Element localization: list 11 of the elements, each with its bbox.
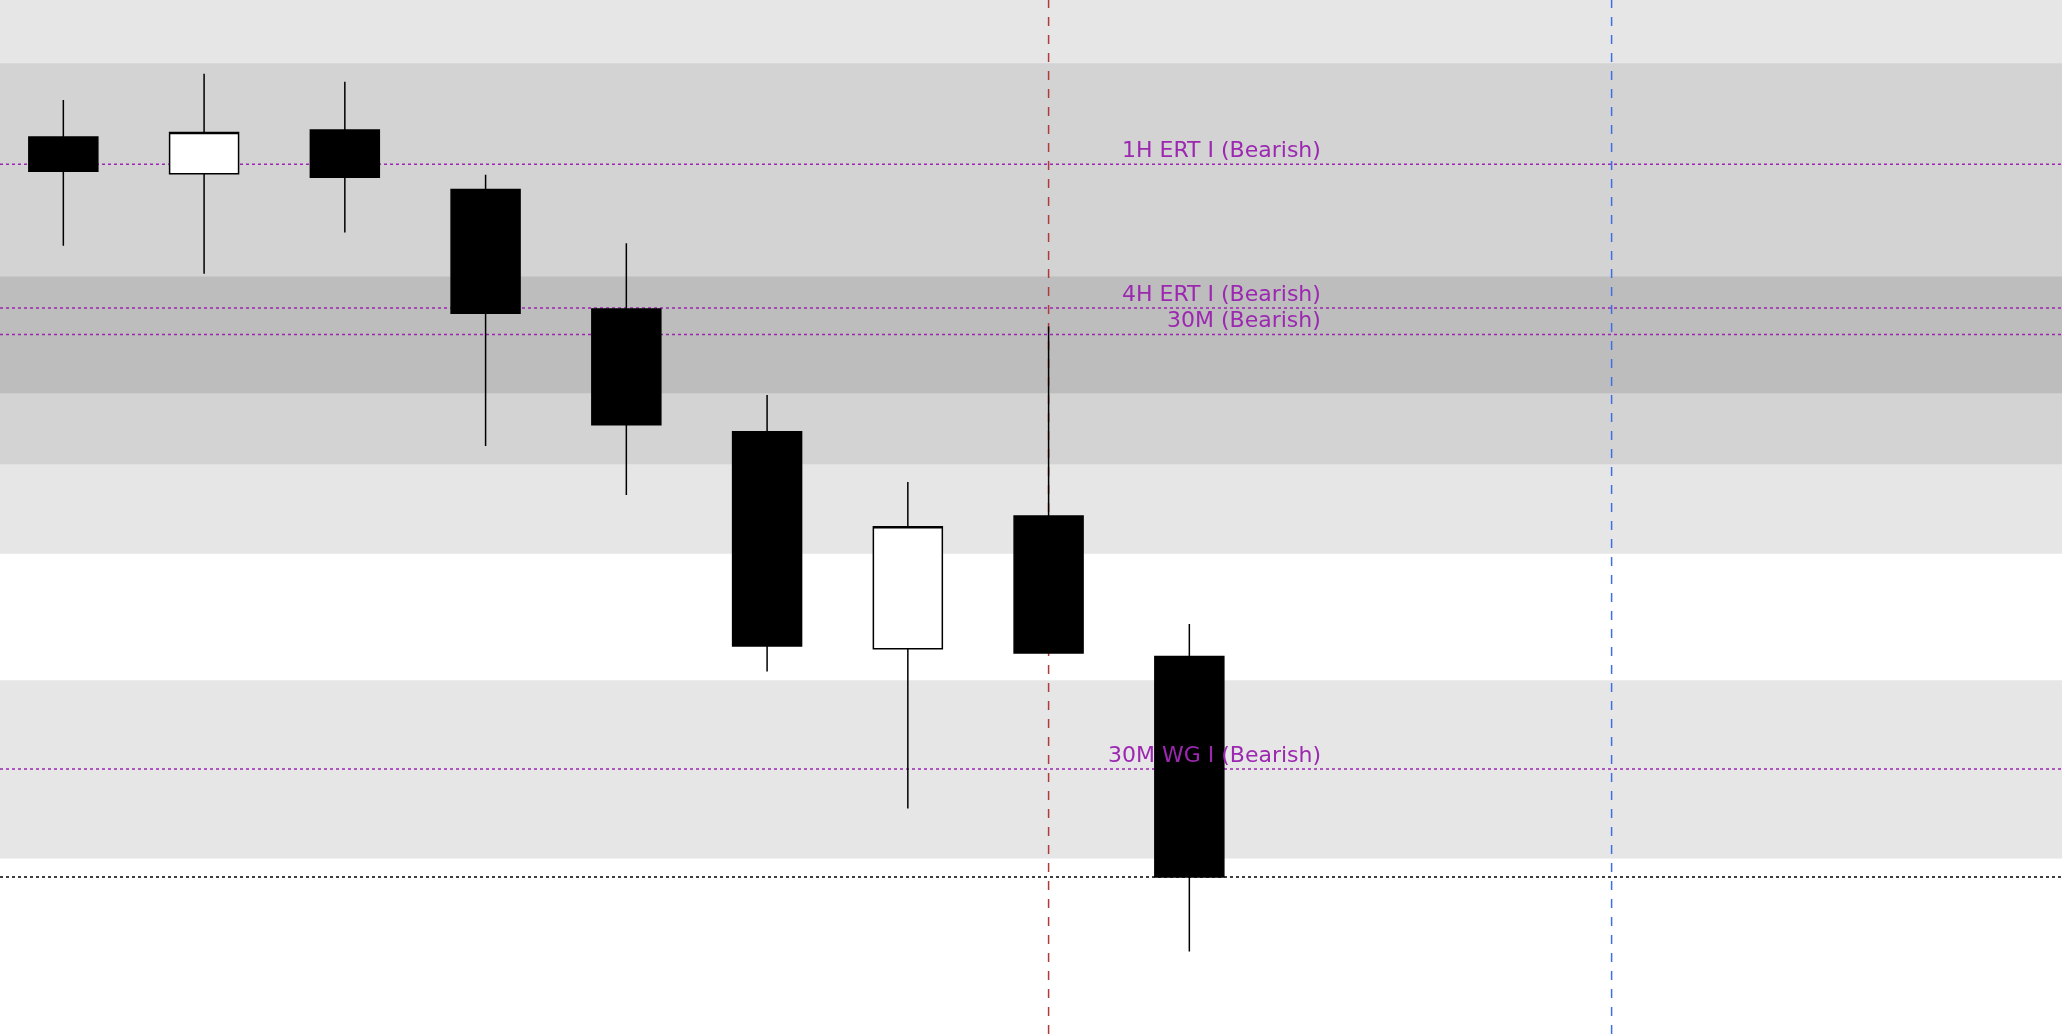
ref-line-label: 4H ERT I (Bearish) (1122, 281, 1321, 306)
candlestick (1013, 325, 1084, 654)
candlestick (872, 481, 944, 810)
ref-line-label: 30M (Bearish) (1167, 307, 1321, 332)
candlestick (28, 99, 99, 247)
candlestick (450, 173, 521, 447)
candlestick (309, 80, 381, 234)
candlestick (731, 394, 803, 673)
candlestick (168, 72, 240, 275)
candlestick (591, 242, 662, 496)
ref-line-label: 1H ERT I (Bearish) (1122, 137, 1321, 162)
